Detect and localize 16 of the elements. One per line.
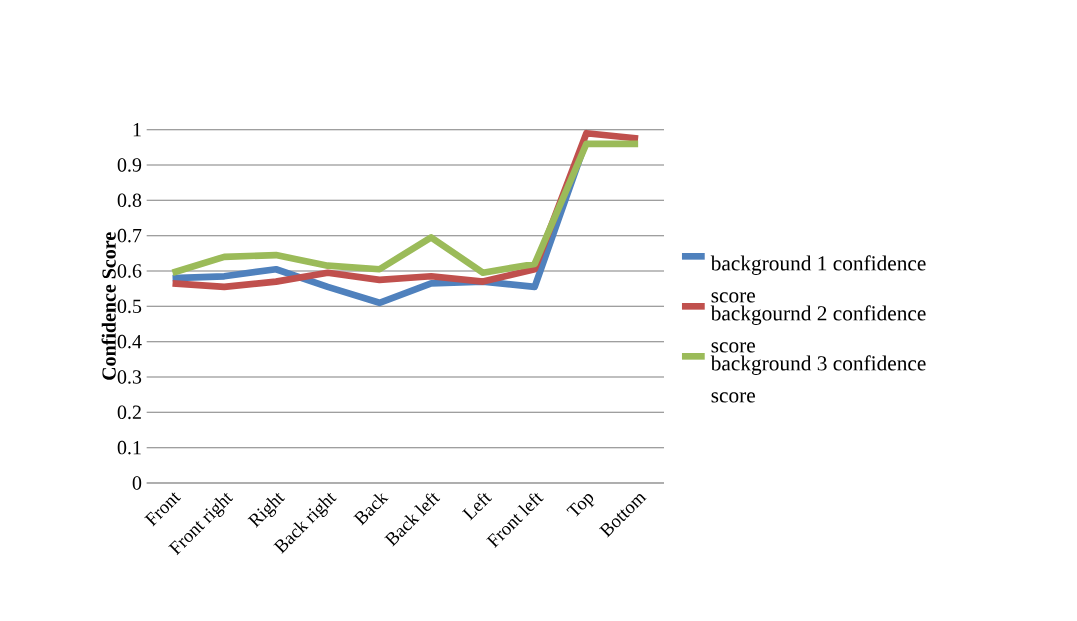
y-tick-label: 0.3 <box>117 370 142 384</box>
y-tick-label: 0 <box>132 476 142 490</box>
y-axis-title: Confidence Score <box>101 232 116 380</box>
y-tick-label: 0.1 <box>117 440 141 455</box>
x-tick-label: Top <box>566 493 595 517</box>
y-tick-label: 0.7 <box>117 228 142 243</box>
y-tick-label: 1 <box>133 123 141 137</box>
legend-label: backgournd 2 confidence score <box>710 305 926 353</box>
y-tick-label: 0.2 <box>117 405 141 420</box>
y-tick-label: 0.8 <box>117 193 142 208</box>
legend-label: background 3 confidence score <box>710 355 926 403</box>
y-tick-label: 0.4 <box>117 334 142 349</box>
legend-label: background 1 confidence score <box>710 255 926 303</box>
y-tick-label: 0.5 <box>117 299 142 314</box>
y-tick-label: 0.9 <box>117 158 142 172</box>
y-tick-label: 0.6 <box>117 264 142 278</box>
